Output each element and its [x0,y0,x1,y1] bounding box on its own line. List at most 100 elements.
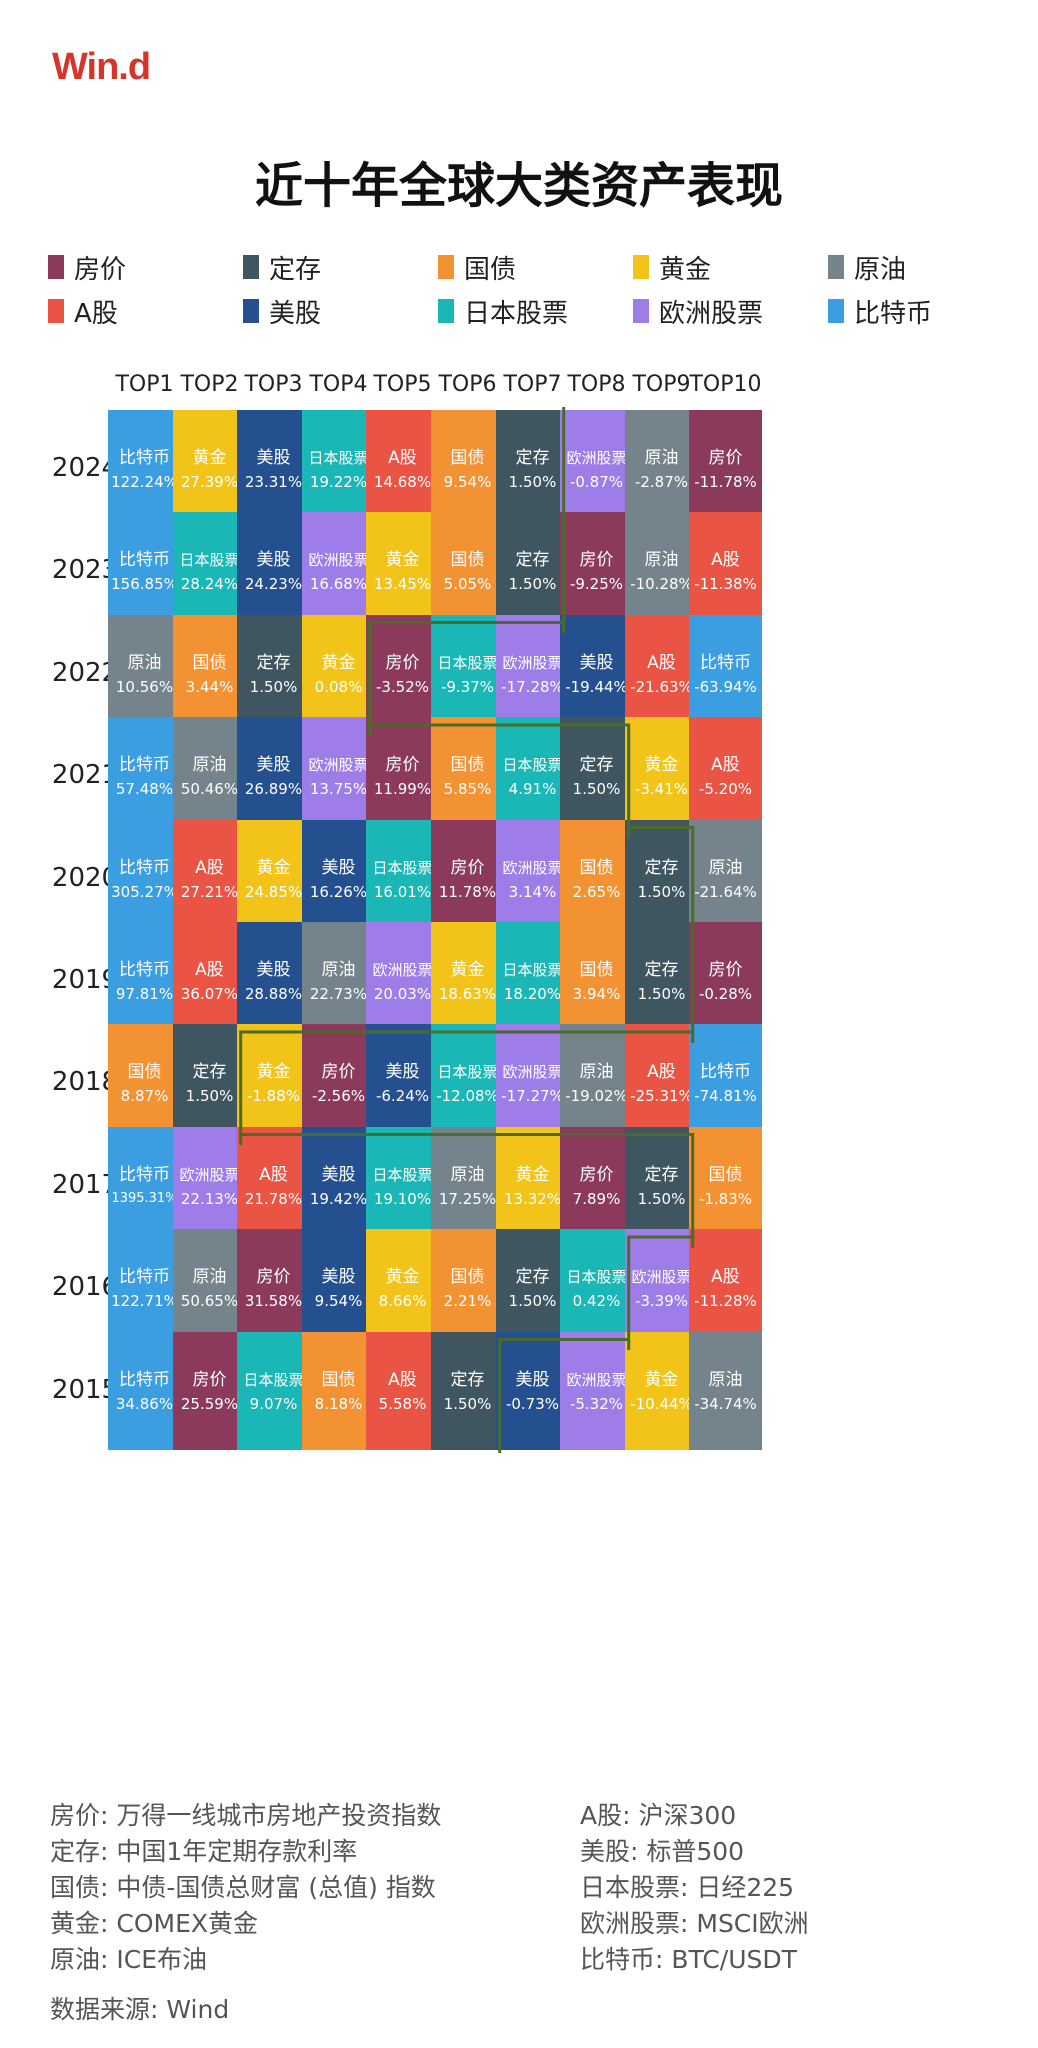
asset-name: 原油 [708,858,743,878]
asset-cell: 欧洲股票 13.75% [302,717,375,835]
asset-name: 日本股票 [502,961,563,979]
asset-return: 28.24% [180,575,239,593]
asset-return: 1.50% [637,1190,686,1208]
asset-cell: 定存 1.50% [173,1024,246,1142]
note-item: 原油: ICE布油 [50,1945,207,1974]
note-item: 国债: 中债-国债总财富 (总值) 指数 [50,1873,436,1902]
asset-name: A股 [647,1062,676,1082]
asset-return: -9.37% [440,678,495,696]
asset-cell: 黄金 13.32% [496,1127,569,1245]
asset-return: 14.68% [373,473,432,491]
legend-item: 黄金 [633,250,828,285]
asset-name: 房价 [192,1370,227,1390]
asset-cell: 黄金 -10.44% [625,1332,698,1450]
year-label: 2018 [51,1067,119,1097]
asset-return: -5.20% [698,780,753,798]
asset-name: 美股 [256,448,291,468]
legend: 房价 定存 国债 黄金 原油 A股 美股 日本股票 欧洲股票 比特币 [48,250,1008,329]
asset-name: 比特币 [119,960,170,980]
asset-return: 10.56% [115,678,174,696]
asset-cell: 美股 -0.73% [496,1332,569,1450]
asset-return: 4.91% [508,780,557,798]
asset-return: -10.28% [630,575,693,593]
asset-return: 13.32% [503,1190,562,1208]
legend-item: 比特币 [828,294,1023,329]
asset-name: 国债 [708,1165,743,1185]
asset-name: 国债 [321,1370,356,1390]
legend-item: 房价 [48,250,243,285]
year-label: 2017 [51,1170,119,1200]
asset-return: 122.71% [111,1292,178,1310]
asset-return: 5.85% [443,780,492,798]
asset-return: -3.39% [634,1292,689,1310]
asset-return: -2.56% [311,1087,366,1105]
asset-name: 黄金 [450,960,485,980]
column-header: TOP6 [438,372,497,397]
legend-label: 定存 [269,254,322,285]
asset-return: 0.08% [314,678,363,696]
asset-cell: 日本股票 4.91% [496,717,569,835]
asset-cell: 定存 1.50% [625,1127,698,1245]
asset-cell: 比特币 305.27% [108,820,181,938]
asset-name: 美股 [385,1062,420,1082]
asset-return: -9.25% [569,575,624,593]
asset-cell: 美股 23.31% [237,410,310,528]
asset-name: 美股 [256,550,291,570]
asset-return: 8.18% [314,1395,363,1413]
asset-cell: 房价 -2.56% [302,1024,375,1142]
asset-name: 原油 [192,755,227,775]
column-header: TOP4 [309,372,368,397]
note-item: 定存: 中国1年定期存款利率 [50,1837,358,1866]
asset-cell: A股 27.21% [173,820,246,938]
asset-return: 1395.31% [111,1191,178,1206]
asset-return: -2.87% [634,473,689,491]
asset-name: 黄金 [256,858,291,878]
asset-name: 日本股票 [502,756,563,774]
asset-name: 比特币 [119,448,170,468]
asset-name: 定存 [515,448,550,468]
asset-cell: 比特币 122.71% [108,1229,181,1347]
legend-swatch [438,299,454,323]
asset-return: 21.78% [244,1190,303,1208]
asset-cell: 欧洲股票 -17.28% [496,615,569,733]
legend-label: 房价 [74,254,127,285]
asset-name: 比特币 [700,1062,751,1082]
asset-cell: 美股 24.23% [237,512,310,630]
asset-name: 欧洲股票 [308,551,369,569]
asset-name: 日本股票 [308,449,369,467]
asset-cell: 欧洲股票 20.03% [366,922,439,1040]
column-header: TOP7 [503,372,562,397]
legend-swatch [828,255,844,279]
asset-name: 房价 [321,1062,356,1082]
legend-item: A股 [48,294,243,329]
asset-name: 黄金 [385,1267,420,1287]
legend-label: 美股 [269,298,322,329]
year-label: 2022 [51,658,119,688]
asset-cell: 比特币 1395.31% [108,1127,181,1245]
asset-return: 24.23% [244,575,303,593]
legend-item: 定存 [243,250,438,285]
asset-return: -17.27% [501,1087,564,1105]
column-header: TOP3 [244,372,303,397]
asset-cell: 原油 -34.74% [689,1332,762,1450]
asset-return: 3.94% [572,985,621,1003]
asset-name: 定存 [515,1267,550,1287]
column-header: TOP10 [689,372,762,397]
asset-return: 2.65% [572,883,621,901]
year-label: 2023 [51,555,119,585]
legend-swatch [48,255,64,279]
year-label: 2019 [51,965,119,995]
asset-return: -3.41% [634,780,689,798]
asset-name: 美股 [321,858,356,878]
chart-title: 近十年全球大类资产表现 [254,158,783,214]
asset-name: 日本股票 [437,1063,498,1081]
asset-cell: A股 -21.63% [625,615,698,733]
asset-cell: 日本股票 9.07% [237,1332,310,1450]
asset-cell: 黄金 8.66% [366,1229,439,1347]
asset-cell: 美股 -19.44% [560,615,633,733]
legend-notes: 房价: 万得一线城市房地产投资指数 A股: 沪深300 定存: 中国1年定期存款利率… [50,1800,990,1976]
asset-return: 17.25% [438,1190,497,1208]
asset-cell: 定存 1.50% [496,512,569,630]
asset-return: 27.21% [180,883,239,901]
asset-name: 美股 [321,1165,356,1185]
